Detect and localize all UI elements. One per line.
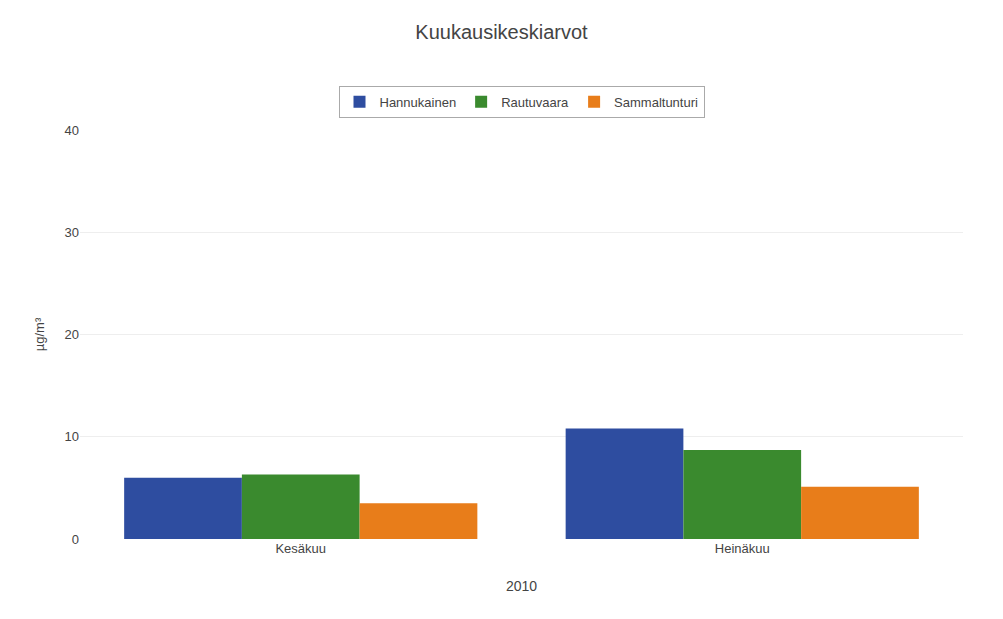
- svg-text:Kesäkuu: Kesäkuu: [275, 541, 326, 556]
- svg-text:µg/m³: µg/m³: [32, 317, 47, 351]
- svg-text:Heinäkuu: Heinäkuu: [715, 541, 770, 556]
- svg-text:30: 30: [65, 225, 79, 240]
- svg-text:Sammaltunturi: Sammaltunturi: [614, 95, 698, 110]
- svg-text:0: 0: [72, 532, 79, 547]
- svg-text:10: 10: [65, 429, 79, 444]
- svg-text:Hannukainen: Hannukainen: [380, 95, 457, 110]
- svg-text:40: 40: [65, 123, 79, 138]
- svg-text:Kuukausikeskiarvot: Kuukausikeskiarvot: [415, 21, 588, 43]
- svg-text:20: 20: [65, 327, 79, 342]
- svg-text:2010: 2010: [506, 578, 537, 594]
- svg-text:Rautuvaara: Rautuvaara: [501, 95, 569, 110]
